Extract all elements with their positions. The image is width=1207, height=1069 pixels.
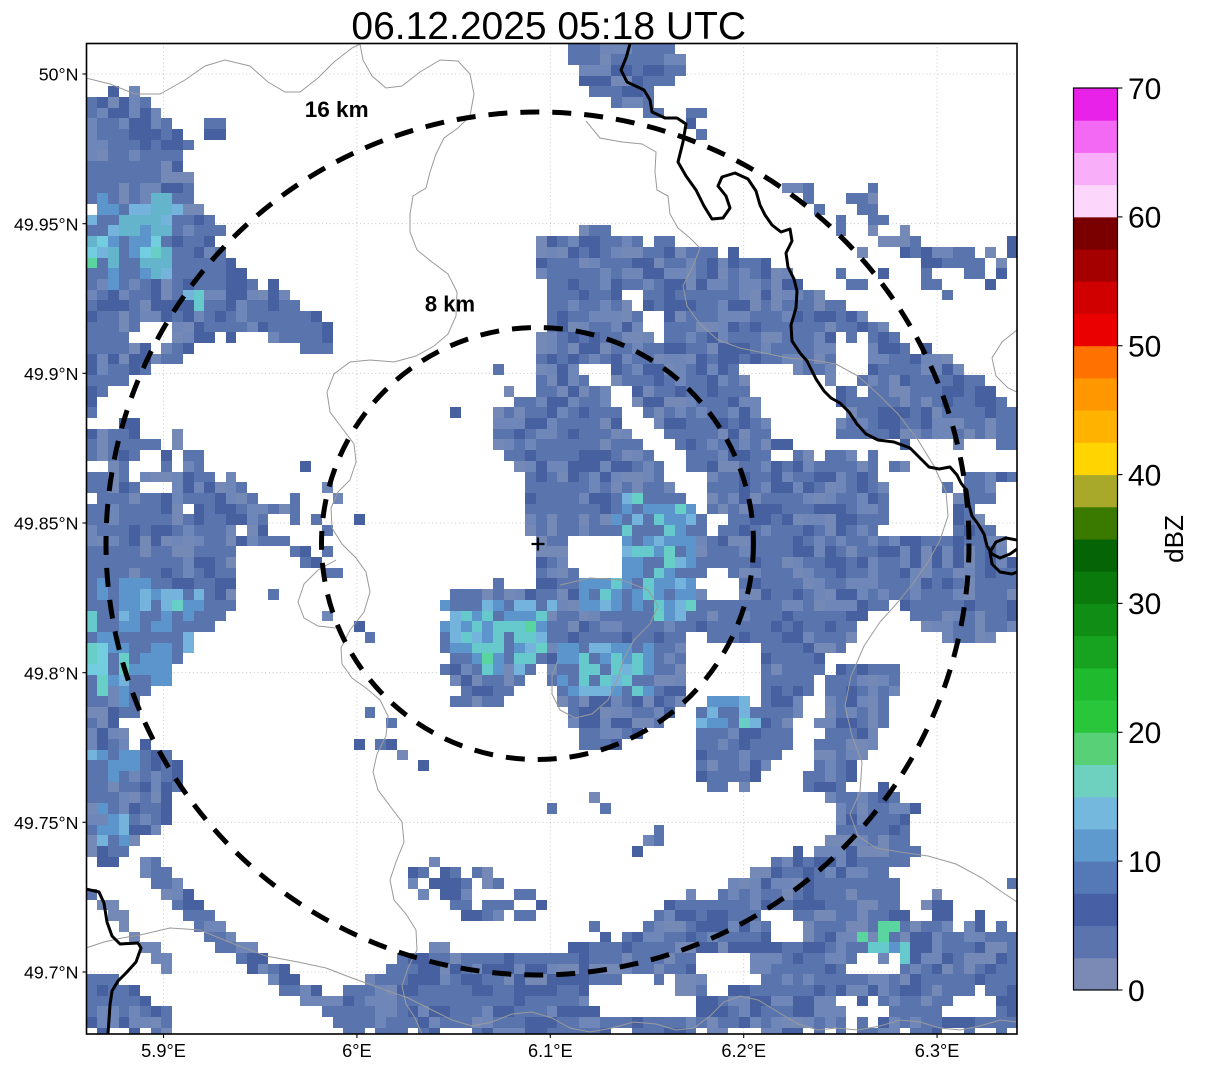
svg-text:49.95°N: 49.95°N (14, 214, 78, 234)
svg-text:20: 20 (1128, 717, 1161, 750)
svg-text:8 km: 8 km (425, 292, 475, 317)
svg-text:60: 60 (1128, 202, 1161, 235)
svg-text:0: 0 (1128, 975, 1145, 1008)
svg-text:10: 10 (1128, 846, 1161, 879)
svg-text:6.3°E: 6.3°E (915, 1041, 960, 1061)
svg-text:16 km: 16 km (305, 97, 369, 122)
svg-text:49.8°N: 49.8°N (24, 663, 79, 683)
svg-text:6.1°E: 6.1°E (528, 1041, 573, 1061)
svg-text:49.75°N: 49.75°N (14, 813, 78, 833)
svg-text:6°E: 6°E (342, 1041, 372, 1061)
svg-text:dBZ: dBZ (1159, 515, 1189, 563)
svg-text:49.9°N: 49.9°N (24, 364, 79, 384)
svg-text:49.85°N: 49.85°N (14, 514, 78, 534)
svg-text:30: 30 (1128, 588, 1161, 621)
svg-text:70: 70 (1128, 73, 1161, 106)
svg-text:40: 40 (1128, 459, 1161, 492)
svg-text:49.7°N: 49.7°N (24, 963, 79, 983)
svg-text:5.9°E: 5.9°E (141, 1041, 186, 1061)
svg-text:6.2°E: 6.2°E (721, 1041, 766, 1061)
svg-text:06.12.2025 05:18 UTC: 06.12.2025 05:18 UTC (351, 5, 746, 48)
svg-text:50°N: 50°N (39, 65, 79, 85)
svg-text:50: 50 (1128, 331, 1161, 364)
